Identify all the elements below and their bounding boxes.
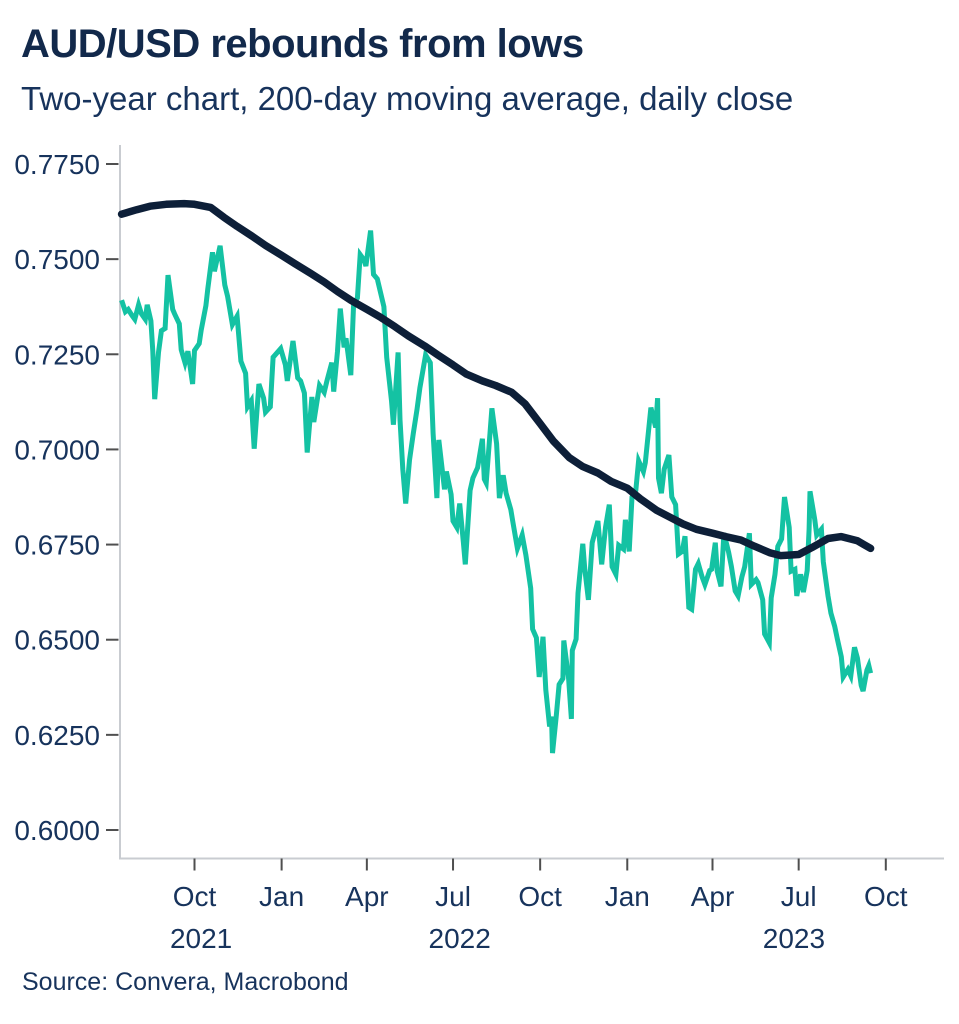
- y-tick-label: 0.6500: [14, 625, 100, 656]
- y-tick-label: 0.7250: [14, 339, 100, 370]
- chart-subtitle: Two-year chart, 200-day moving average, …: [21, 80, 794, 117]
- x-tick-month-label: Jan: [605, 881, 650, 912]
- x-tick-month-label: Jul: [435, 881, 471, 912]
- x-tick-year-label: 2023: [763, 923, 825, 954]
- series-daily-close-line: [119, 230, 874, 754]
- x-tick-month-label: Apr: [345, 881, 389, 912]
- x-tick-month-label: Oct: [864, 881, 908, 912]
- x-tick-month-label: Apr: [691, 881, 735, 912]
- y-tick-label: 0.7500: [14, 244, 100, 275]
- series-200dma-line: [117, 199, 875, 560]
- y-tick-label: 0.6750: [14, 530, 100, 561]
- x-tick-month-label: Jan: [259, 881, 304, 912]
- x-tick-month-label: Oct: [173, 881, 217, 912]
- x-tick-month-label: Jul: [781, 881, 817, 912]
- y-tick-label: 0.6250: [14, 720, 100, 751]
- x-tick-month-label: Oct: [518, 881, 562, 912]
- source-note: Source: Convera, Macrobond: [22, 968, 349, 996]
- y-tick-label: 0.6000: [14, 815, 100, 846]
- x-tick-year-label: 2022: [429, 923, 491, 954]
- y-tick-label: 0.7750: [14, 149, 100, 180]
- chart-title: AUD/USD rebounds from lows: [21, 22, 584, 66]
- y-tick-label: 0.7000: [14, 434, 100, 465]
- x-tick-year-label: 2021: [170, 923, 232, 954]
